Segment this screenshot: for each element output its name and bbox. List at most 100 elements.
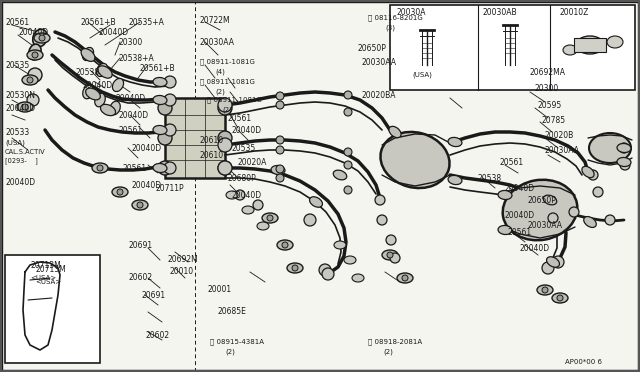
Text: 20610: 20610: [200, 135, 224, 144]
Ellipse shape: [164, 94, 176, 106]
Ellipse shape: [226, 191, 238, 199]
Ellipse shape: [92, 163, 108, 173]
Ellipse shape: [22, 104, 28, 110]
Text: 20040D: 20040D: [98, 28, 128, 36]
Ellipse shape: [584, 217, 596, 227]
Ellipse shape: [576, 36, 604, 54]
Bar: [574, 38, 606, 52]
Ellipse shape: [97, 165, 103, 171]
Text: 20561: 20561: [5, 17, 29, 26]
Text: 20040D: 20040D: [505, 183, 535, 192]
Ellipse shape: [386, 235, 396, 245]
Ellipse shape: [552, 256, 564, 268]
Text: 20722M: 20722M: [200, 16, 230, 25]
Ellipse shape: [164, 124, 176, 136]
Ellipse shape: [164, 76, 176, 88]
Text: <USA>: <USA>: [35, 279, 61, 285]
Ellipse shape: [276, 165, 284, 173]
Text: 20538: 20538: [478, 173, 502, 183]
Ellipse shape: [33, 29, 47, 47]
Ellipse shape: [569, 207, 579, 217]
Ellipse shape: [563, 45, 577, 55]
Ellipse shape: [27, 50, 43, 60]
Text: 20040D: 20040D: [115, 93, 145, 103]
Text: (2): (2): [383, 349, 393, 355]
Ellipse shape: [158, 101, 172, 115]
Text: 20020A: 20020A: [238, 157, 268, 167]
Text: 20561+B: 20561+B: [140, 64, 175, 73]
Text: AP00​*​00 6: AP00​*​00 6: [565, 359, 602, 365]
Ellipse shape: [218, 98, 232, 112]
Text: Ⓝ 08911-1081G: Ⓝ 08911-1081G: [200, 59, 255, 65]
Text: 20561: 20561: [228, 113, 252, 122]
Ellipse shape: [619, 143, 629, 153]
Text: 20650P: 20650P: [358, 44, 387, 52]
Ellipse shape: [607, 36, 623, 48]
Text: 20561: 20561: [500, 157, 524, 167]
Text: 20040D: 20040D: [132, 180, 162, 189]
Ellipse shape: [304, 214, 316, 226]
Ellipse shape: [344, 148, 352, 156]
Text: 20691: 20691: [142, 291, 166, 299]
Text: 20610: 20610: [200, 151, 224, 160]
Text: 20530N: 20530N: [5, 90, 35, 99]
Text: 20030AA: 20030AA: [200, 38, 235, 46]
Ellipse shape: [588, 170, 598, 180]
Ellipse shape: [27, 94, 39, 106]
Ellipse shape: [29, 44, 41, 60]
Text: 20040D: 20040D: [232, 190, 262, 199]
Ellipse shape: [502, 180, 577, 240]
Ellipse shape: [28, 68, 42, 82]
Text: 20040D: 20040D: [520, 244, 550, 253]
Text: [0293-    ]: [0293- ]: [5, 158, 38, 164]
Text: 20602: 20602: [128, 273, 152, 282]
Text: 20685E: 20685E: [218, 308, 247, 317]
Ellipse shape: [389, 126, 401, 138]
Text: Ⓝ 08911-1081G: Ⓝ 08911-1081G: [200, 79, 255, 85]
Text: 20030A: 20030A: [397, 7, 426, 16]
Ellipse shape: [109, 101, 120, 115]
Ellipse shape: [589, 133, 631, 163]
Ellipse shape: [387, 252, 393, 258]
Ellipse shape: [344, 256, 356, 264]
Ellipse shape: [81, 49, 95, 61]
Ellipse shape: [218, 101, 232, 115]
Text: 20040D: 20040D: [18, 28, 48, 36]
Ellipse shape: [113, 78, 124, 92]
Text: 20561+B: 20561+B: [80, 17, 116, 26]
Text: 20040D: 20040D: [232, 125, 262, 135]
Text: 20692MA: 20692MA: [530, 67, 566, 77]
Text: (4): (4): [215, 69, 225, 75]
Ellipse shape: [276, 174, 284, 182]
Ellipse shape: [498, 225, 512, 234]
Ellipse shape: [271, 166, 285, 174]
Ellipse shape: [605, 215, 615, 225]
Ellipse shape: [380, 132, 449, 188]
Ellipse shape: [98, 66, 112, 78]
Bar: [390, 5, 635, 90]
Ellipse shape: [377, 215, 387, 225]
Ellipse shape: [352, 274, 364, 282]
Ellipse shape: [543, 195, 557, 205]
Ellipse shape: [83, 48, 93, 61]
Ellipse shape: [448, 137, 462, 147]
Ellipse shape: [547, 257, 559, 267]
Ellipse shape: [253, 200, 263, 210]
Ellipse shape: [117, 189, 123, 195]
Text: Ⓝ 08911-1081G: Ⓝ 08911-1081G: [207, 97, 262, 103]
Ellipse shape: [344, 91, 352, 99]
Ellipse shape: [448, 176, 462, 185]
Ellipse shape: [218, 138, 232, 152]
Ellipse shape: [498, 190, 512, 199]
Ellipse shape: [86, 88, 100, 100]
Ellipse shape: [164, 162, 176, 174]
Ellipse shape: [282, 242, 288, 248]
Text: 20711P: 20711P: [155, 183, 184, 192]
Ellipse shape: [95, 93, 105, 107]
Ellipse shape: [287, 263, 303, 273]
Ellipse shape: [17, 102, 33, 112]
Text: 20300: 20300: [535, 83, 559, 93]
Text: 20602: 20602: [145, 330, 169, 340]
Text: 20535+A: 20535+A: [128, 17, 164, 26]
Bar: [165, 98, 225, 178]
